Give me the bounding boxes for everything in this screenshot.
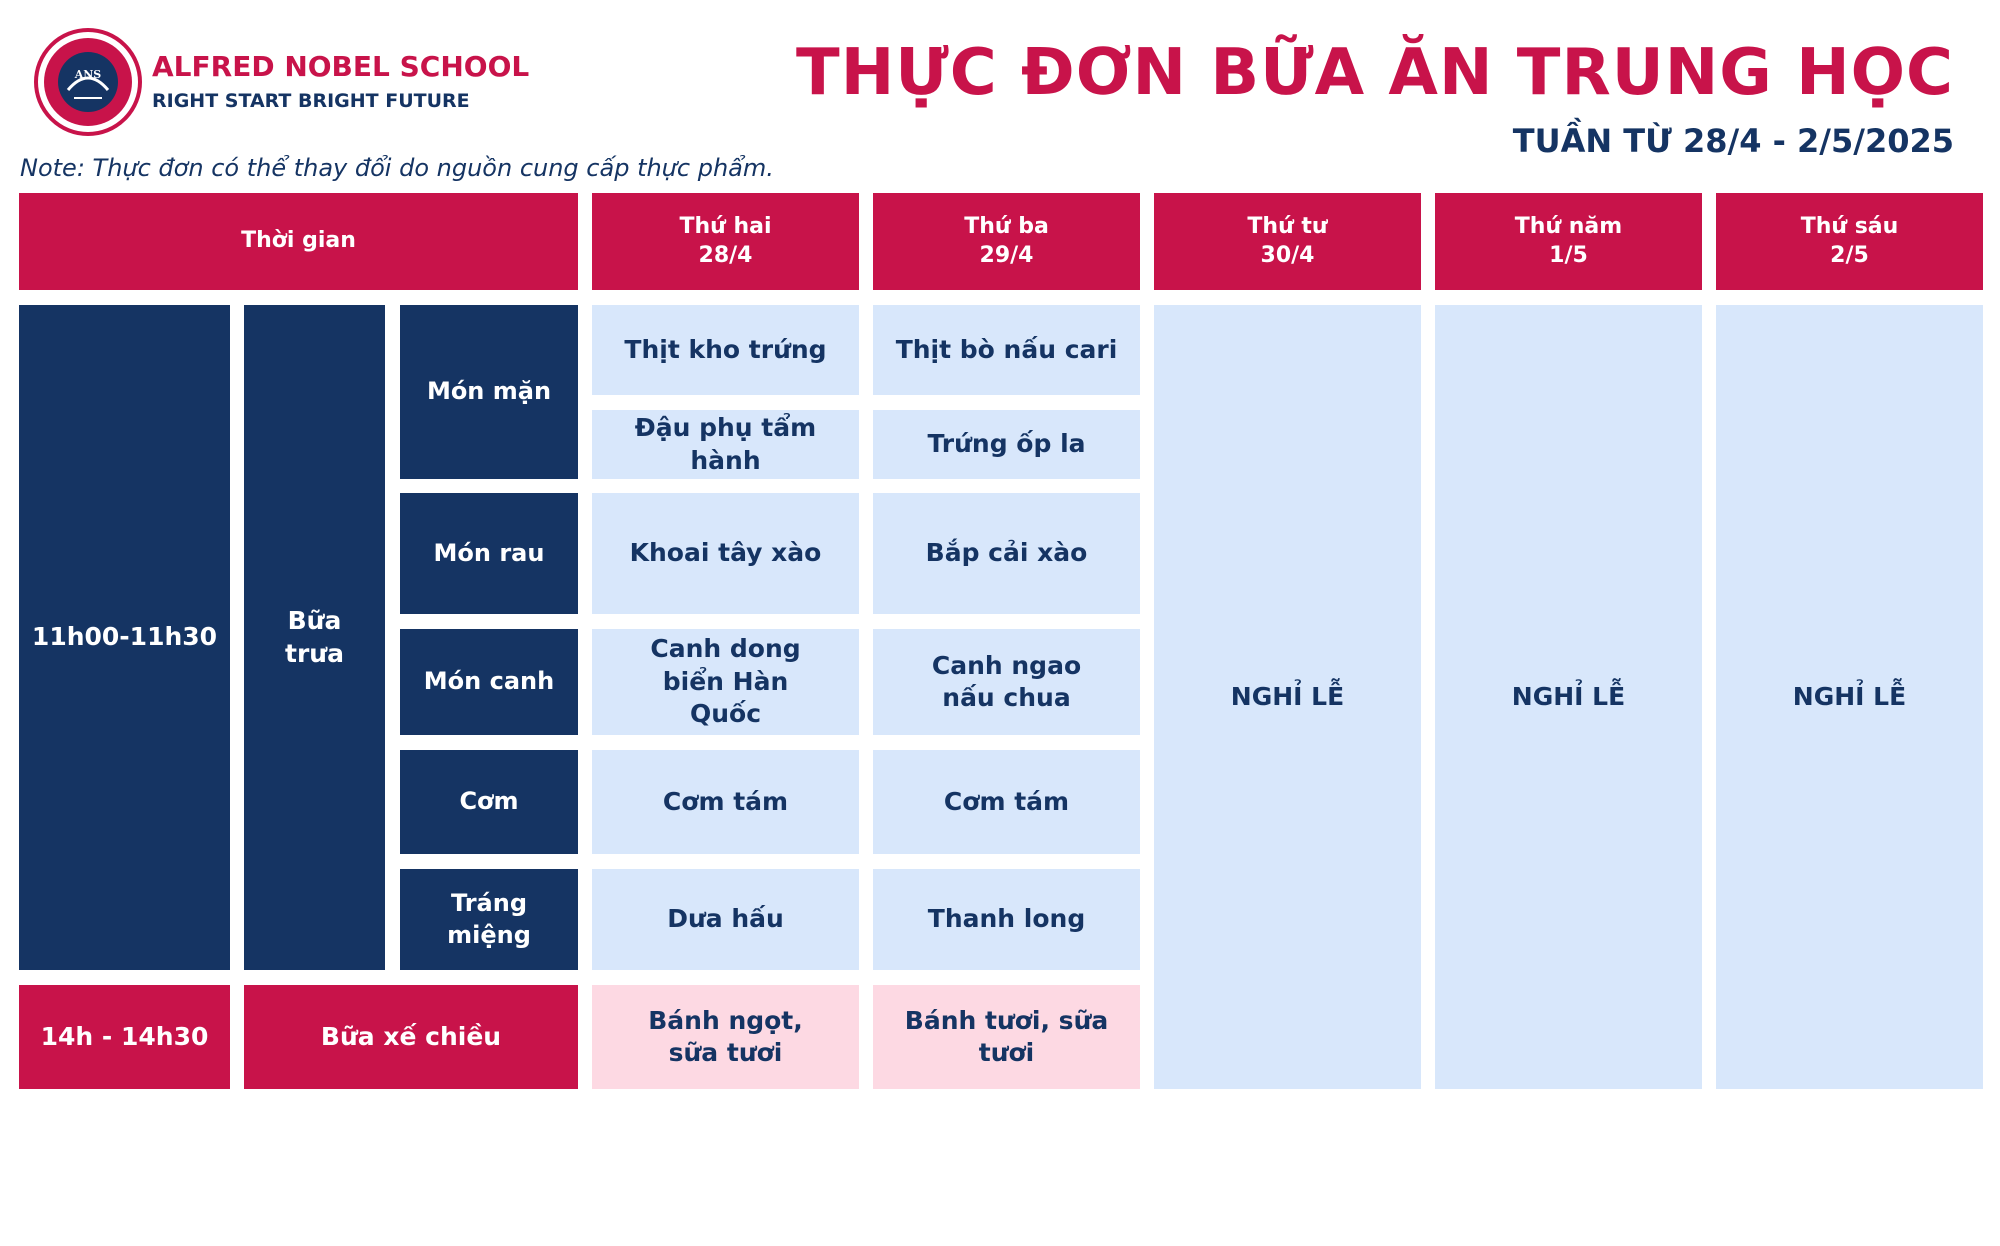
wed-holiday: NGHỈ LỄ bbox=[1154, 305, 1421, 1089]
tue-soup: Canh ngao nấu chua bbox=[873, 629, 1140, 735]
header-day-mon: Thứ hai 28/4 bbox=[592, 193, 859, 290]
category-soup: Món canh bbox=[400, 629, 578, 735]
header-time: Thời gian bbox=[19, 193, 578, 290]
header-day-tue: Thứ ba 29/4 bbox=[873, 193, 1140, 290]
school-slogan: RIGHT START BRIGHT FUTURE bbox=[152, 90, 470, 112]
snack-meal: Bữa xế chiều bbox=[244, 985, 578, 1089]
mon-main-1: Thịt kho trứng bbox=[592, 305, 859, 395]
header-day-fri: Thứ sáu 2/5 bbox=[1716, 193, 1983, 290]
logo-initials: ANS bbox=[74, 68, 102, 81]
lunch-meal: Bữa trưa bbox=[244, 305, 385, 970]
day-date: 30/4 bbox=[1260, 242, 1315, 268]
day-date: 1/5 bbox=[1549, 242, 1588, 268]
day-date: 2/5 bbox=[1830, 242, 1869, 268]
mon-soup: Canh dong biển Hàn Quốc bbox=[592, 629, 859, 735]
thu-holiday: NGHỈ LỄ bbox=[1435, 305, 1702, 1089]
day-name: Thứ tư bbox=[1247, 213, 1328, 239]
header-day-thu: Thứ năm 1/5 bbox=[1435, 193, 1702, 290]
day-date: 28/4 bbox=[698, 242, 753, 268]
school-name: ALFRED NOBEL SCHOOL bbox=[152, 50, 530, 83]
header-day-wed: Thứ tư 30/4 bbox=[1154, 193, 1421, 290]
tue-snack: Bánh tươi, sữa tươi bbox=[873, 985, 1140, 1089]
mon-rice: Cơm tám bbox=[592, 750, 859, 854]
menu-note: Note: Thực đơn có thể thay đổi do nguồn … bbox=[20, 154, 774, 182]
school-logo: ANS bbox=[34, 28, 142, 136]
mon-main-2: Đậu phụ tẩm hành bbox=[592, 410, 859, 479]
category-dessert: Tráng miệng bbox=[400, 869, 578, 970]
week-range: TUẦN TỪ 28/4 - 2/5/2025 bbox=[1512, 122, 1954, 160]
tue-rice: Cơm tám bbox=[873, 750, 1140, 854]
day-name: Thứ sáu bbox=[1800, 213, 1899, 239]
day-date: 29/4 bbox=[979, 242, 1034, 268]
page-title: THỰC ĐƠN BỮA ĂN TRUNG HỌC bbox=[796, 36, 1954, 110]
tue-veg: Bắp cải xào bbox=[873, 493, 1140, 614]
tue-main-1: Thịt bò nấu cari bbox=[873, 305, 1140, 395]
mon-snack: Bánh ngọt, sữa tươi bbox=[592, 985, 859, 1089]
tue-dessert: Thanh long bbox=[873, 869, 1140, 970]
lunch-time: 11h00-11h30 bbox=[19, 305, 230, 970]
category-veg: Món rau bbox=[400, 493, 578, 614]
mon-dessert: Dưa hấu bbox=[592, 869, 859, 970]
snack-time: 14h - 14h30 bbox=[19, 985, 230, 1089]
category-rice: Cơm bbox=[400, 750, 578, 854]
day-name: Thứ hai bbox=[679, 213, 772, 239]
fri-holiday: NGHỈ LỄ bbox=[1716, 305, 1983, 1089]
day-name: Thứ ba bbox=[964, 213, 1049, 239]
day-name: Thứ năm bbox=[1514, 213, 1623, 239]
category-main: Món mặn bbox=[400, 305, 578, 479]
mon-veg: Khoai tây xào bbox=[592, 493, 859, 614]
tue-main-2: Trứng ốp la bbox=[873, 410, 1140, 479]
